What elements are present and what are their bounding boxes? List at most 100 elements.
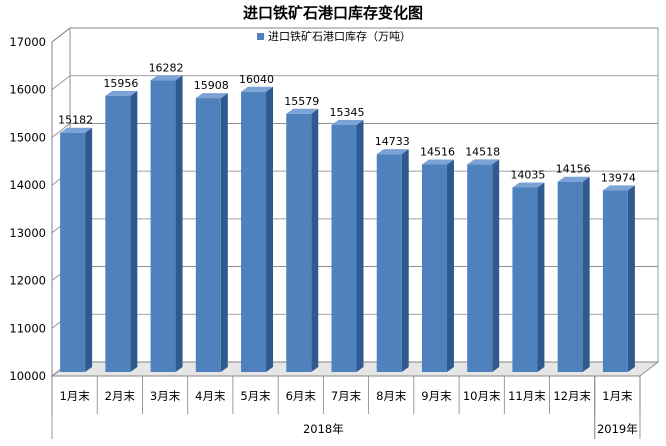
- x-tick-label: 7月末: [331, 389, 362, 403]
- y-tick-label: 14000: [9, 178, 46, 192]
- bar-front: [195, 98, 221, 372]
- bar-front: [60, 132, 86, 372]
- bar-top: [60, 127, 93, 133]
- bar-side: [401, 149, 409, 372]
- bar-front: [241, 91, 267, 372]
- gridline: [51, 27, 658, 43]
- bar: [286, 108, 319, 372]
- bar-side: [356, 119, 364, 373]
- bar-front: [376, 154, 402, 372]
- x-tick-label: 1月末: [59, 389, 90, 403]
- bar-top: [286, 108, 319, 114]
- bar-side: [220, 93, 228, 372]
- x-tick-label: 3月末: [150, 389, 181, 403]
- bar-top: [557, 176, 590, 182]
- data-label: 14035: [510, 168, 545, 181]
- data-label: 16282: [149, 61, 184, 74]
- bar: [241, 86, 274, 372]
- bar-front: [557, 181, 583, 372]
- y-tick-label: 15000: [9, 130, 46, 144]
- x-tick-label: 5月末: [240, 389, 271, 403]
- data-label: 14518: [465, 145, 500, 158]
- x-tick-label: 6月末: [286, 389, 317, 403]
- data-label: 15908: [194, 79, 229, 92]
- data-label: 15956: [103, 77, 138, 90]
- data-label: 14156: [556, 163, 591, 176]
- y-tick-label: 17000: [9, 35, 46, 49]
- y-tick-label: 13000: [9, 226, 46, 240]
- data-label: 14516: [420, 146, 455, 159]
- bar: [331, 119, 364, 373]
- bar-side: [537, 182, 545, 372]
- bar-top: [512, 182, 545, 188]
- x-tick-label: 4月末: [195, 389, 226, 403]
- x-tick-label: 11月末: [508, 389, 546, 403]
- bar-top: [241, 86, 274, 92]
- legend-label: 进口铁矿石港口库存（万吨）: [268, 29, 411, 43]
- bar-top: [421, 159, 454, 165]
- bar-front: [331, 124, 357, 373]
- bar-side: [311, 108, 319, 372]
- bar-top: [602, 185, 635, 191]
- bar-front: [150, 80, 176, 373]
- bar-front: [286, 113, 312, 372]
- legend-swatch: [257, 33, 264, 40]
- bar: [60, 127, 93, 372]
- x-tick-label: 1月末: [602, 389, 633, 403]
- bar-side: [175, 75, 183, 373]
- year-group-label: 2019年: [597, 422, 638, 436]
- bar: [195, 93, 228, 372]
- bar-front: [512, 187, 538, 372]
- bars: [60, 75, 635, 373]
- bar: [512, 182, 545, 372]
- y-tick-label: 11000: [9, 321, 46, 335]
- bar-side: [266, 86, 274, 372]
- bar-side: [130, 90, 138, 372]
- bar-top: [467, 159, 500, 165]
- bar: [602, 185, 635, 372]
- y-axis-ticks: 10000 11000 12000 13000 14000 15000 16000 17000: [9, 35, 46, 383]
- x-tick-label: 2月末: [105, 389, 136, 403]
- x-tick-label: 10月末: [463, 389, 501, 403]
- year-group-label: 2018年: [303, 422, 344, 436]
- bar-side: [446, 159, 454, 372]
- bar-top: [376, 149, 409, 155]
- gridline: [51, 75, 658, 91]
- bar: [421, 159, 454, 372]
- x-tick-label: 8月末: [376, 389, 407, 403]
- data-label: 14733: [375, 135, 410, 148]
- chart-title: 进口铁矿石港口库存变化图: [243, 4, 423, 22]
- x-tick-label: 12月末: [553, 389, 591, 403]
- bar: [557, 176, 590, 372]
- data-label: 15579: [284, 95, 319, 108]
- bar-top: [150, 75, 183, 81]
- bar: [376, 149, 409, 372]
- x-tick-label: 9月末: [421, 389, 452, 403]
- bar-front: [421, 164, 447, 372]
- data-label: 16040: [239, 73, 274, 86]
- bar-front: [467, 164, 493, 372]
- data-labels: 15182 15956 16282 15908 16040 15579 15345 14733…: [58, 61, 636, 184]
- bar-side: [582, 176, 590, 372]
- x-axis: 1月末 2月末 3月末 4月末 5月末 6月末 7月末 8月末 9月末 10月末 11月末 12月末 1…: [51, 375, 641, 439]
- bar: [467, 159, 500, 372]
- data-label: 13974: [601, 171, 636, 184]
- y-tick-label: 16000: [9, 83, 46, 97]
- bar-side: [627, 185, 635, 372]
- bar-top: [105, 90, 138, 96]
- y-tick-label: 10000: [9, 369, 46, 383]
- bar-top: [195, 93, 228, 99]
- bar-front: [105, 95, 131, 372]
- y-tick-label: 12000: [9, 274, 46, 288]
- bar-top: [331, 119, 364, 125]
- bar-side: [492, 159, 500, 372]
- gridline: [51, 123, 658, 138]
- data-label: 15345: [330, 106, 365, 119]
- bar-front: [602, 190, 628, 372]
- legend: 进口铁矿石港口库存（万吨）: [257, 29, 411, 43]
- bar: [150, 75, 183, 373]
- bar: [105, 90, 138, 372]
- data-label: 15182: [58, 114, 93, 127]
